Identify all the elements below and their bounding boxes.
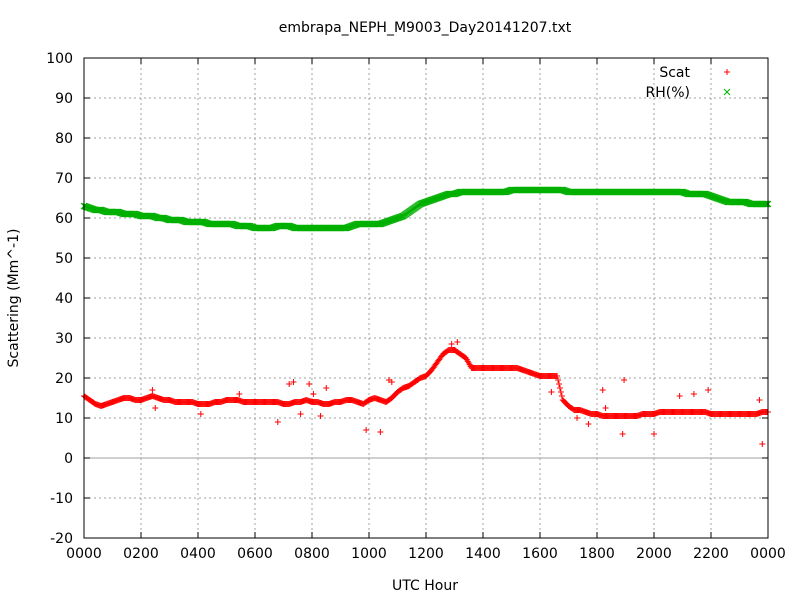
legend-label-rh: RH(%) — [646, 85, 690, 101]
y-tick-labels: -20 -10 0 10 20 30 40 50 60 70 80 90 100 — [46, 51, 73, 547]
scat-outlier-point — [621, 377, 628, 383]
y-tick-label: 70 — [55, 171, 73, 187]
y-tick-label: 90 — [55, 91, 73, 107]
scat-outlier-point — [448, 341, 455, 347]
scat-outlier-point — [377, 429, 384, 435]
scat-outlier-point — [705, 387, 712, 393]
series-1 — [80, 186, 772, 232]
x-tick-label: 1200 — [408, 546, 444, 562]
rh-point — [761, 200, 769, 208]
legend: Scat RH(%) — [646, 65, 731, 101]
legend-marker-symbol — [723, 88, 731, 96]
y-tick-label: 100 — [46, 51, 73, 67]
scat-outlier-point — [317, 413, 324, 419]
legend-item-rh: RH(%) — [646, 85, 731, 101]
scat-outlier-point — [197, 411, 204, 417]
legend-marker-symbol — [724, 69, 730, 75]
scat-outlier-point — [676, 393, 683, 399]
chart-title: embrapa_NEPH_M9003_Day20141207.txt — [279, 20, 572, 36]
scat-outlier-point — [651, 431, 657, 437]
scat-outlier-point — [690, 391, 697, 397]
scat-outlier-point — [599, 387, 606, 393]
scat-outlier-point — [363, 427, 370, 433]
grid-lines — [84, 58, 768, 538]
data-points — [80, 186, 772, 447]
scat-point — [555, 377, 562, 383]
x-tick-label: 0000 — [66, 546, 102, 562]
x-axis-label: UTC Hour — [392, 578, 458, 594]
scat-outlier-point — [286, 381, 293, 387]
y-tick-label: 40 — [55, 291, 73, 307]
scat-point — [558, 393, 565, 399]
scat-outlier-point — [388, 379, 395, 385]
legend-label-scat: Scat — [659, 65, 690, 81]
scat-outlier-point — [454, 339, 461, 345]
x-tick-label: 1000 — [351, 546, 387, 562]
y-tick-label: 80 — [55, 131, 73, 147]
y-tick-label: 0 — [64, 451, 73, 467]
x-tick-label: 1400 — [465, 546, 501, 562]
y-tick-label: 10 — [55, 411, 73, 427]
scat-outlier-point — [574, 415, 581, 421]
legend-item-scat: Scat — [659, 65, 730, 81]
y-tick-label: -20 — [50, 531, 73, 547]
x-tick-labels: 0000 0200 0400 0600 0800 1000 1200 1400 1600 1800… — [66, 546, 786, 562]
y-tick-label: 60 — [55, 211, 73, 227]
legend-marker-scat — [724, 69, 730, 75]
x-tick-label: 0800 — [294, 546, 330, 562]
x-tick-label: 2000 — [636, 546, 672, 562]
scat-outlier-point — [323, 385, 330, 391]
scat-point — [556, 385, 563, 391]
x-tick-label: 0200 — [123, 546, 159, 562]
y-tick-label: 50 — [55, 251, 73, 267]
scat-point — [556, 381, 562, 387]
x-tick-label: 1800 — [579, 546, 615, 562]
x-tick-label: 0000 — [750, 546, 786, 562]
y-tick-label: 20 — [55, 371, 73, 387]
y-axis-label: Scattering (Mm^-1) — [6, 229, 22, 368]
scat-outlier-point — [548, 389, 555, 395]
scat-outlier-point — [149, 387, 156, 393]
series-2 — [149, 339, 766, 447]
x-tick-label: 1600 — [522, 546, 558, 562]
scat-outlier-point — [297, 411, 304, 417]
scat-outlier-point — [756, 397, 763, 403]
y-tick-label: 30 — [55, 331, 73, 347]
scat-outlier-point — [310, 391, 317, 397]
scat-outlier-point — [602, 405, 609, 411]
scat-outlier-point — [236, 391, 243, 397]
scat-outlier-point — [585, 421, 592, 427]
x-tick-label: 2200 — [693, 546, 729, 562]
scat-point — [557, 389, 564, 395]
scat-outlier-point — [306, 381, 313, 387]
scat-point — [554, 373, 561, 379]
x-tick-label: 0600 — [237, 546, 273, 562]
scat-outlier-point — [152, 405, 159, 411]
rh-point — [763, 200, 771, 208]
x-tick-label: 0400 — [180, 546, 216, 562]
scat-outlier-point — [619, 431, 626, 437]
scat-outlier-point — [759, 441, 766, 447]
series-0 — [81, 347, 771, 419]
legend-marker-rh — [723, 88, 731, 96]
y-tick-label: -10 — [50, 491, 73, 507]
plot-frame — [83, 57, 769, 539]
scat-outlier-point — [274, 419, 281, 425]
scat-outlier-point — [290, 379, 297, 385]
